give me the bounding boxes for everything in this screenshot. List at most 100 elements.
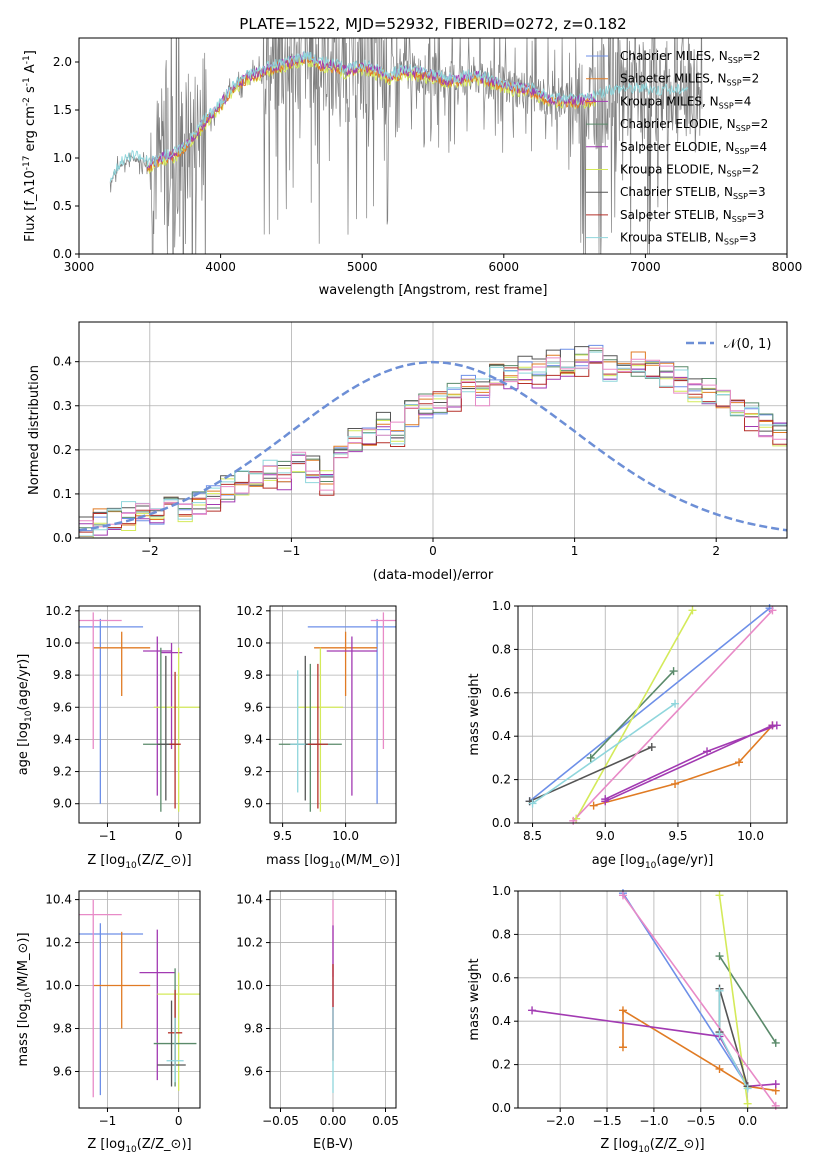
x-tick-label: −1 xyxy=(99,829,117,843)
y-tick-label: 0.0 xyxy=(53,247,72,261)
panel-mass-vs-ebv: −0.05 0.00 0.05 9.6 9.8 10.0 10.2 10.4 E(B-V) xyxy=(236,890,399,1152)
x-tick-label: −0.5 xyxy=(686,1114,715,1128)
x-tick-label: 10.0 xyxy=(332,829,359,843)
panel-residuals: −2 −1 0 1 2 0.0 0.1 0.2 0.3 0.4 (data-model)/error… xyxy=(27,321,788,583)
y-tick-label: 0.2 xyxy=(53,443,72,457)
model-line-salpeter_miles xyxy=(146,53,596,173)
plot-area xyxy=(270,606,396,823)
x-tick-label: 0 xyxy=(175,1114,183,1128)
y-tick-label: 1.0 xyxy=(492,884,511,898)
x-tick-label: 10.0 xyxy=(737,829,764,843)
x-axis-label: Z [log10(Z/Z_⊙)] xyxy=(600,1137,704,1155)
series-marker xyxy=(715,986,724,995)
y-tick-label: 10.2 xyxy=(236,936,263,950)
y-tick-label: 9.0 xyxy=(53,797,72,811)
legend-label: 𝒩(0, 1) xyxy=(724,337,771,352)
axes-frame xyxy=(517,890,788,1109)
x-tick-label: 3000 xyxy=(64,260,95,274)
plot-area xyxy=(518,891,787,1108)
x-tick-label: 9.0 xyxy=(596,829,615,843)
series-marker xyxy=(671,699,680,708)
series-line-extra_pink xyxy=(572,609,774,822)
series-marker xyxy=(618,1006,627,1015)
x-tick-label: 0.05 xyxy=(372,1114,399,1128)
x-tick-label: 1 xyxy=(571,544,579,558)
series-marker xyxy=(586,753,595,762)
y-tick-label: 0.2 xyxy=(492,773,511,787)
series-line-chabrier_miles xyxy=(529,607,771,802)
y-tick-label: 2.0 xyxy=(53,55,72,69)
y-tick-label: 0.5 xyxy=(53,199,72,213)
y-tick-label: 0.6 xyxy=(492,971,511,985)
x-axis-label: mass [log10(M/M_⊙)] xyxy=(266,853,400,871)
y-tick-label: 9.6 xyxy=(244,700,263,714)
y-tick-label: 10.4 xyxy=(236,893,263,907)
x-axis-label: age [log10(age/yr)] xyxy=(592,853,714,871)
series-marker xyxy=(589,801,598,810)
x-tick-label: −1.0 xyxy=(639,1114,668,1128)
y-tick-label: 9.0 xyxy=(244,797,263,811)
axes-frame xyxy=(517,605,788,824)
x-axis-label: Z [log10(Z/Z_⊙)] xyxy=(87,1137,191,1155)
series-marker xyxy=(647,743,656,752)
series-marker xyxy=(528,799,537,808)
y-tick-label: 0.4 xyxy=(492,729,511,743)
series-marker xyxy=(601,797,610,806)
legend-label: Salpeter STELIB, NSSP=3 xyxy=(620,208,764,224)
histogram-chabrier_elodie xyxy=(79,350,787,529)
y-tick-label: 0.0 xyxy=(492,1101,511,1115)
y-axis-label: mass weight xyxy=(467,673,482,755)
series-marker xyxy=(771,1038,780,1047)
plot-area xyxy=(518,606,787,823)
x-tick-label: 9.5 xyxy=(273,829,292,843)
series-line-chabrier_stelib xyxy=(529,746,653,803)
series-marker xyxy=(715,952,724,961)
model-line-kroupa_stelib xyxy=(109,50,689,183)
y-tick-label: 10.2 xyxy=(236,604,263,618)
y-tick-label: 9.6 xyxy=(53,1064,72,1078)
legend-label: Chabrier MILES, NSSP=2 xyxy=(620,49,760,65)
legend-label: Salpeter MILES, NSSP=2 xyxy=(620,72,759,88)
plot-area xyxy=(79,891,200,1108)
x-tick-label: 8000 xyxy=(772,260,803,274)
y-tick-label: 0.8 xyxy=(492,642,511,656)
y-tick-label: 9.2 xyxy=(244,765,263,779)
y-tick-label: 0.8 xyxy=(492,927,511,941)
panel-age-vs-z: −1 0 9.0 9.2 9.4 9.6 9.8 10.0 10.2 Z [log10(Z/Z_⊙… xyxy=(16,604,201,871)
series-marker xyxy=(688,606,697,615)
legend-label: Kroupa ELODIE, NSSP=2 xyxy=(620,163,759,179)
y-tick-label: 0.6 xyxy=(492,686,511,700)
axes-frame xyxy=(78,37,788,255)
legend-label: Chabrier STELIB, NSSP=3 xyxy=(620,185,766,201)
series-line-salpeter_miles xyxy=(593,724,774,807)
axes-frame xyxy=(78,890,201,1109)
series-marker xyxy=(618,891,627,900)
panel-spectrum: 3000 4000 5000 6000 7000 8000 0.0 0.5 1.0 1.5 2.0 w… xyxy=(22,37,803,298)
y-tick-label: 0.2 xyxy=(492,1058,511,1072)
series-marker xyxy=(671,779,680,788)
x-tick-label: −1.5 xyxy=(592,1114,621,1128)
panel-mass-weight-vs-z: −2.0 −1.5 −1.0 −0.5 0.0 0.0 0.2 0.4 0.6 0.8 1.0 Z [… xyxy=(467,884,788,1155)
x-tick-label: −2 xyxy=(141,544,159,558)
series-marker xyxy=(703,747,712,756)
y-axis-label: Normed distribution xyxy=(27,365,42,495)
y-tick-label: 9.2 xyxy=(53,765,72,779)
normal-curve xyxy=(79,360,787,532)
y-tick-label: 9.8 xyxy=(53,1022,72,1036)
x-tick-label: 0 xyxy=(429,544,437,558)
x-tick-label: 8.5 xyxy=(523,829,542,843)
histogram-kroupa_stelib xyxy=(79,351,787,537)
series-marker xyxy=(669,667,678,676)
x-tick-label: −0.05 xyxy=(262,1114,299,1128)
y-tick-label: 9.8 xyxy=(53,668,72,682)
series-line-salpeter_elodie xyxy=(604,724,773,803)
x-tick-label: −1 xyxy=(99,1114,117,1128)
x-axis-label: Z [log10(Z/Z_⊙)] xyxy=(87,853,191,871)
y-tick-label: 10.0 xyxy=(45,979,72,993)
y-tick-label: 10.0 xyxy=(45,636,72,650)
x-tick-label: 0.0 xyxy=(738,1114,757,1128)
series-line-chabrier_miles xyxy=(622,892,749,1087)
plot-area xyxy=(79,606,200,823)
x-axis-label: (data-model)/error xyxy=(373,568,494,583)
